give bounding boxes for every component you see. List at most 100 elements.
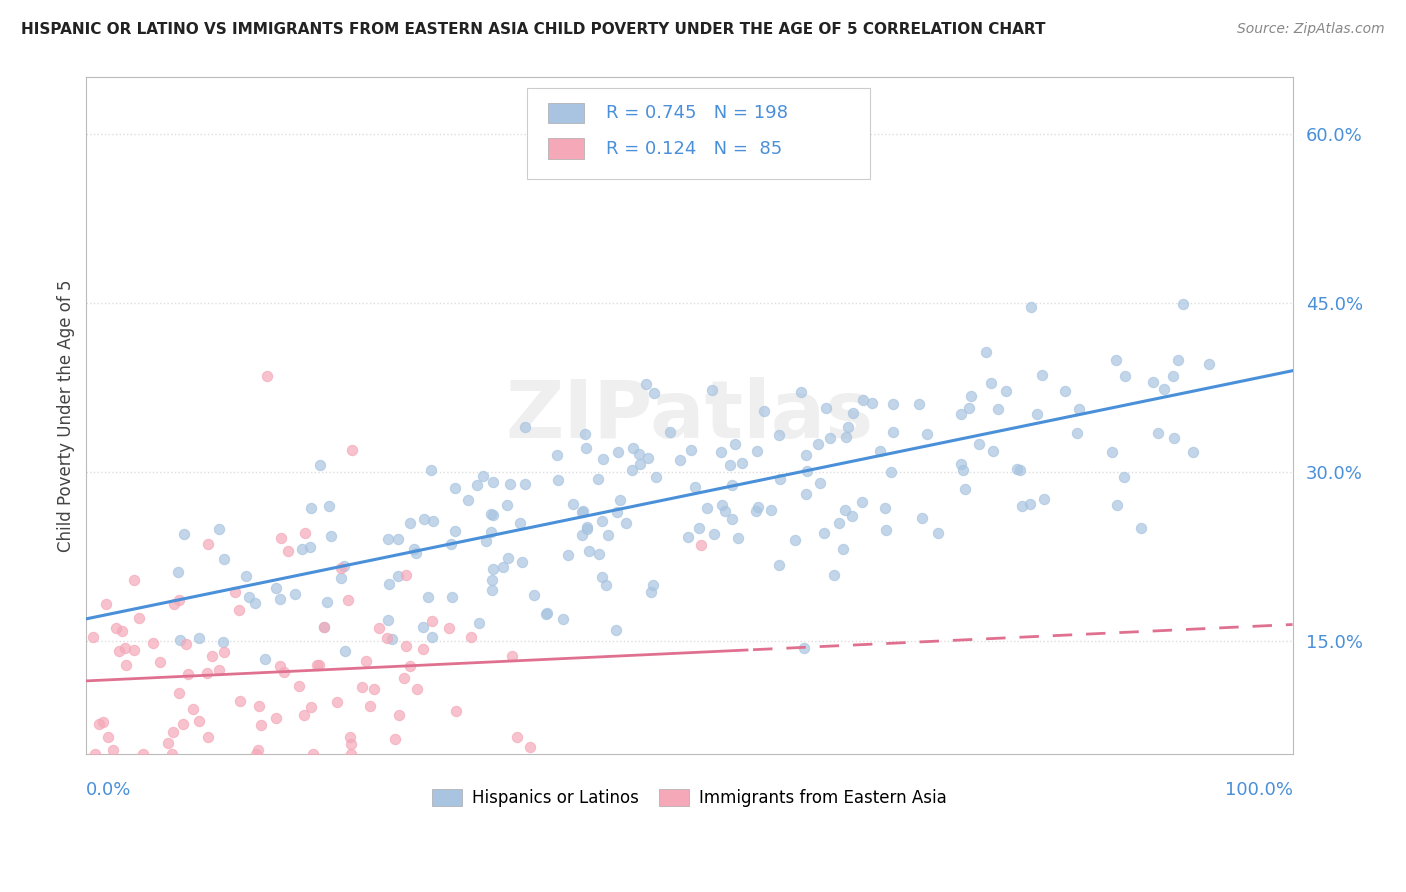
- Point: [412, 620, 434, 634]
- Point: [443, 524, 465, 538]
- Point: [747, 500, 769, 514]
- Text: ZIPatlas: ZIPatlas: [505, 376, 873, 455]
- Point: [481, 582, 503, 597]
- Point: [1142, 375, 1164, 389]
- Point: [688, 521, 710, 535]
- Point: [167, 686, 190, 700]
- Point: [519, 740, 541, 755]
- Point: [101, 743, 124, 757]
- Point: [509, 516, 531, 530]
- Point: [167, 593, 190, 607]
- Point: [302, 747, 325, 762]
- Point: [318, 499, 340, 513]
- Point: [246, 742, 269, 756]
- Point: [1114, 368, 1136, 383]
- Point: [700, 383, 723, 397]
- Point: [720, 512, 742, 526]
- Point: [953, 482, 976, 496]
- Point: [444, 481, 467, 495]
- Point: [873, 500, 896, 515]
- Point: [834, 503, 856, 517]
- Point: [571, 504, 593, 518]
- Point: [837, 420, 859, 434]
- Point: [1101, 445, 1123, 459]
- Point: [547, 474, 569, 488]
- Point: [499, 477, 522, 491]
- Point: [808, 476, 831, 491]
- Point: [457, 493, 479, 508]
- Point: [224, 585, 246, 599]
- Point: [479, 524, 502, 539]
- Point: [299, 500, 322, 515]
- Point: [420, 463, 443, 477]
- Point: [188, 714, 211, 729]
- Point: [166, 565, 188, 579]
- Point: [796, 463, 818, 477]
- Point: [876, 523, 898, 537]
- Point: [1019, 301, 1042, 315]
- Point: [460, 630, 482, 644]
- Point: [277, 543, 299, 558]
- Point: [305, 657, 328, 672]
- Point: [422, 630, 444, 644]
- Point: [636, 376, 658, 391]
- Point: [212, 634, 235, 648]
- Point: [710, 445, 733, 459]
- Point: [91, 715, 114, 730]
- Point: [595, 577, 617, 591]
- Point: [377, 533, 399, 547]
- Point: [94, 597, 117, 611]
- Point: [832, 541, 855, 556]
- Point: [641, 578, 664, 592]
- Point: [823, 568, 845, 582]
- Point: [1105, 498, 1128, 512]
- Point: [882, 425, 904, 440]
- Point: [711, 498, 734, 512]
- Point: [851, 495, 873, 509]
- Point: [375, 631, 398, 645]
- Point: [917, 426, 939, 441]
- Point: [1033, 491, 1056, 506]
- Point: [621, 442, 644, 456]
- Point: [340, 747, 363, 762]
- Point: [104, 621, 127, 635]
- Point: [1147, 425, 1170, 440]
- Point: [828, 516, 851, 531]
- Point: [475, 533, 498, 548]
- Point: [156, 737, 179, 751]
- Point: [880, 465, 903, 479]
- FancyBboxPatch shape: [548, 103, 585, 123]
- Point: [333, 559, 356, 574]
- Point: [162, 725, 184, 739]
- Point: [702, 527, 724, 541]
- Point: [352, 680, 374, 694]
- Point: [264, 581, 287, 595]
- Point: [269, 658, 291, 673]
- Point: [87, 717, 110, 731]
- Point: [523, 588, 546, 602]
- Point: [789, 385, 811, 400]
- Point: [721, 477, 744, 491]
- Point: [387, 707, 409, 722]
- Point: [1025, 407, 1047, 421]
- Point: [731, 456, 754, 470]
- Point: [329, 571, 352, 585]
- Point: [333, 644, 356, 658]
- Point: [813, 525, 835, 540]
- Point: [614, 516, 637, 530]
- Point: [1130, 521, 1153, 535]
- Point: [412, 641, 434, 656]
- Point: [515, 476, 537, 491]
- Point: [727, 531, 749, 545]
- Point: [769, 472, 792, 486]
- Point: [496, 498, 519, 512]
- Point: [627, 447, 650, 461]
- Point: [441, 591, 464, 605]
- Point: [229, 694, 252, 708]
- Point: [208, 523, 231, 537]
- Point: [404, 541, 426, 556]
- Point: [235, 569, 257, 583]
- Point: [243, 596, 266, 610]
- Point: [321, 529, 343, 543]
- Point: [852, 393, 875, 408]
